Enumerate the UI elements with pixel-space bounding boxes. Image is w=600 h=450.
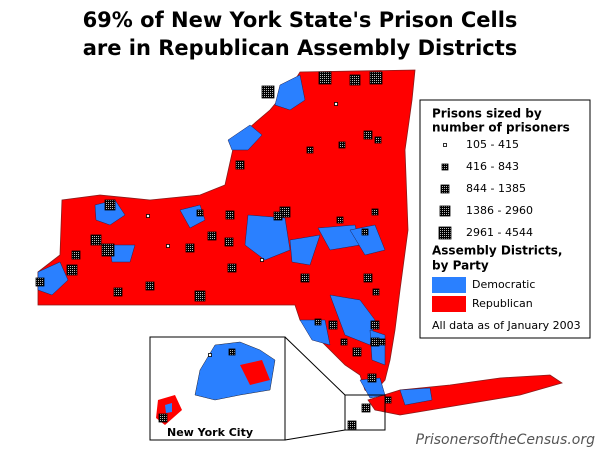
swatch <box>432 296 466 312</box>
prison-marker <box>66 264 78 276</box>
size-symbol <box>439 205 451 217</box>
prison-marker <box>196 209 204 217</box>
size-symbol <box>441 163 449 171</box>
prison-marker <box>370 337 380 347</box>
prison-marker <box>361 403 371 413</box>
prison-marker <box>235 160 245 170</box>
prison-marker <box>349 74 361 86</box>
prison-marker <box>208 353 212 357</box>
prison-marker <box>363 273 373 283</box>
prison-marker <box>145 281 155 291</box>
prison-marker <box>340 338 348 346</box>
state-map <box>37 69 563 416</box>
prison-marker <box>227 263 237 273</box>
prison-marker <box>185 243 195 253</box>
legend-label: 416 - 843 <box>466 160 519 173</box>
inset-locator <box>344 394 386 431</box>
legend-label: 2961 - 4544 <box>466 226 533 239</box>
prison-marker <box>35 277 45 287</box>
legend-label: Democratic <box>472 278 535 291</box>
prison-marker <box>384 396 392 404</box>
prison-marker <box>372 288 380 296</box>
prison-marker <box>113 287 123 297</box>
prison-marker <box>194 290 206 302</box>
size-symbol <box>440 184 450 194</box>
prison-marker <box>314 318 322 326</box>
legend: Prisons sized by number of prisoners 105… <box>419 99 591 339</box>
prison-marker <box>90 234 102 246</box>
prison-marker <box>334 102 338 106</box>
legend-note: All data as of January 2003 <box>432 319 581 332</box>
prison-marker <box>318 71 332 85</box>
legend-heading: by Party <box>432 259 489 273</box>
legend-label: Republican <box>472 297 533 310</box>
swatch <box>432 277 466 293</box>
legend-label: 1386 - 2960 <box>466 204 533 217</box>
prison-markers <box>35 71 392 430</box>
prison-marker <box>363 130 373 140</box>
nyc-inset: New York City <box>149 336 286 441</box>
size-symbol <box>443 143 447 147</box>
legend-heading: Prisons sized by <box>432 107 542 121</box>
credit: PrisonersoftheCensus.org <box>416 432 595 448</box>
prison-marker <box>101 243 115 257</box>
connector <box>284 429 346 441</box>
prison-marker <box>261 85 275 99</box>
prison-marker <box>367 373 377 383</box>
prison-marker <box>224 237 234 247</box>
prison-marker <box>374 136 382 144</box>
prison-marker <box>225 210 235 220</box>
prison-marker <box>260 258 264 262</box>
prison-marker <box>371 208 379 216</box>
prison-marker <box>328 320 338 330</box>
title-line: 69% of New York State's Prison Cells <box>83 8 518 32</box>
size-symbol <box>438 226 452 240</box>
prison-marker <box>336 216 344 224</box>
prison-marker <box>352 347 362 357</box>
prison-marker <box>228 348 236 356</box>
prison-marker <box>71 250 81 260</box>
prison-marker <box>306 146 314 154</box>
legend-heading: number of prisoners <box>432 121 570 135</box>
prison-marker <box>273 211 283 221</box>
prison-marker <box>207 231 217 241</box>
prison-marker <box>338 141 346 149</box>
legend-label: 105 - 415 <box>466 138 519 151</box>
prison-marker <box>158 413 168 423</box>
connector <box>284 336 346 396</box>
prison-marker <box>347 420 357 430</box>
prison-marker <box>166 244 170 248</box>
prison-marker <box>146 214 150 218</box>
legend-heading: Assembly Districts, <box>432 244 562 258</box>
title-line: are in Republican Assembly Districts <box>83 36 518 60</box>
legend-label: 844 - 1385 <box>466 182 526 195</box>
prison-marker <box>104 199 116 211</box>
inset-label: New York City <box>167 426 253 439</box>
prison-marker <box>369 71 383 85</box>
prison-marker <box>370 320 380 330</box>
prison-marker <box>378 338 386 346</box>
prison-marker <box>361 228 369 236</box>
prison-marker <box>300 273 310 283</box>
